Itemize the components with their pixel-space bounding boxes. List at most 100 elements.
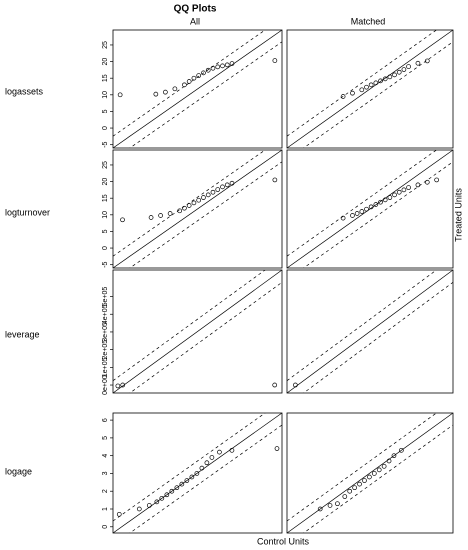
point bbox=[184, 478, 190, 483]
point bbox=[146, 503, 152, 508]
panel bbox=[287, 30, 453, 148]
point bbox=[186, 79, 192, 84]
point bbox=[205, 67, 211, 73]
point bbox=[220, 184, 225, 190]
y-tick-label: 1e+05 bbox=[102, 357, 109, 377]
point bbox=[368, 82, 374, 88]
point bbox=[335, 501, 340, 507]
y-tick-label: 6 bbox=[102, 418, 109, 422]
point bbox=[209, 455, 215, 460]
reference-line bbox=[302, 41, 453, 148]
point bbox=[224, 62, 230, 68]
point bbox=[182, 82, 187, 88]
reference-line bbox=[129, 161, 282, 268]
point bbox=[406, 64, 411, 69]
point bbox=[159, 495, 165, 501]
panel bbox=[113, 150, 282, 268]
reference-line bbox=[129, 41, 282, 148]
point bbox=[382, 197, 388, 203]
y-tick-label: 0 bbox=[102, 525, 109, 529]
point bbox=[357, 481, 362, 487]
reference-line bbox=[303, 424, 453, 533]
y-tick-label: 2 bbox=[102, 489, 109, 493]
y-tick-label: 15 bbox=[102, 194, 109, 202]
panel-border bbox=[286, 412, 454, 534]
reference-line bbox=[113, 30, 282, 148]
point bbox=[224, 182, 230, 188]
reference-line bbox=[113, 150, 266, 257]
point bbox=[220, 63, 225, 69]
column-title: Matched bbox=[351, 16, 386, 26]
point bbox=[210, 189, 216, 195]
y-tick-label: 25 bbox=[102, 41, 109, 49]
reference-line bbox=[113, 150, 282, 268]
point bbox=[217, 449, 222, 455]
point bbox=[392, 192, 397, 198]
point bbox=[354, 211, 360, 216]
row-label: logage bbox=[5, 466, 32, 476]
point bbox=[373, 202, 379, 207]
panel-border bbox=[286, 29, 454, 149]
panel bbox=[113, 270, 282, 393]
panel bbox=[113, 30, 282, 148]
point bbox=[382, 76, 388, 82]
point bbox=[272, 177, 278, 183]
point bbox=[364, 84, 369, 90]
point bbox=[272, 58, 278, 63]
point bbox=[347, 488, 353, 494]
point bbox=[199, 465, 205, 471]
y-tick-label: 10 bbox=[102, 91, 109, 99]
reference-line bbox=[129, 282, 282, 393]
point bbox=[204, 460, 210, 466]
point bbox=[229, 180, 235, 186]
point bbox=[359, 209, 365, 214]
point bbox=[182, 205, 187, 211]
point bbox=[368, 204, 374, 210]
y-tick-label: -5 bbox=[102, 261, 109, 267]
reference-line bbox=[287, 270, 453, 393]
point bbox=[367, 474, 372, 480]
point bbox=[396, 69, 402, 75]
point bbox=[148, 215, 154, 220]
point bbox=[229, 447, 235, 453]
panel-border bbox=[286, 269, 454, 394]
y-tick-label: 1 bbox=[102, 507, 109, 511]
point bbox=[191, 75, 197, 81]
point bbox=[352, 485, 357, 491]
y-tick-label: 4 bbox=[102, 454, 109, 458]
point bbox=[373, 80, 379, 86]
point bbox=[167, 211, 173, 216]
reference-line bbox=[287, 413, 453, 533]
reference-line bbox=[303, 282, 453, 393]
panel-border bbox=[112, 149, 283, 269]
reference-line bbox=[113, 270, 282, 393]
panel-border bbox=[112, 269, 283, 394]
point bbox=[401, 187, 407, 193]
point bbox=[387, 74, 393, 80]
y-tick-label: 15 bbox=[102, 74, 109, 82]
point bbox=[371, 471, 377, 476]
point bbox=[189, 474, 195, 480]
reference-line bbox=[129, 424, 282, 533]
panel bbox=[287, 413, 453, 533]
reference-line bbox=[287, 413, 437, 522]
reference-line bbox=[113, 270, 266, 381]
y-tick-label: 5 bbox=[102, 109, 109, 113]
panel-border bbox=[286, 149, 454, 269]
row-label: logturnover bbox=[5, 207, 50, 217]
reference-line bbox=[287, 30, 438, 137]
point bbox=[163, 89, 168, 95]
panel-border bbox=[112, 412, 283, 534]
point bbox=[196, 73, 202, 78]
point bbox=[274, 446, 280, 451]
point bbox=[406, 185, 411, 190]
point bbox=[378, 78, 383, 84]
point bbox=[136, 506, 142, 512]
point bbox=[215, 64, 221, 70]
point bbox=[359, 87, 365, 93]
point bbox=[120, 217, 125, 223]
reference-line bbox=[302, 161, 453, 268]
point bbox=[396, 189, 402, 195]
point bbox=[154, 499, 160, 505]
